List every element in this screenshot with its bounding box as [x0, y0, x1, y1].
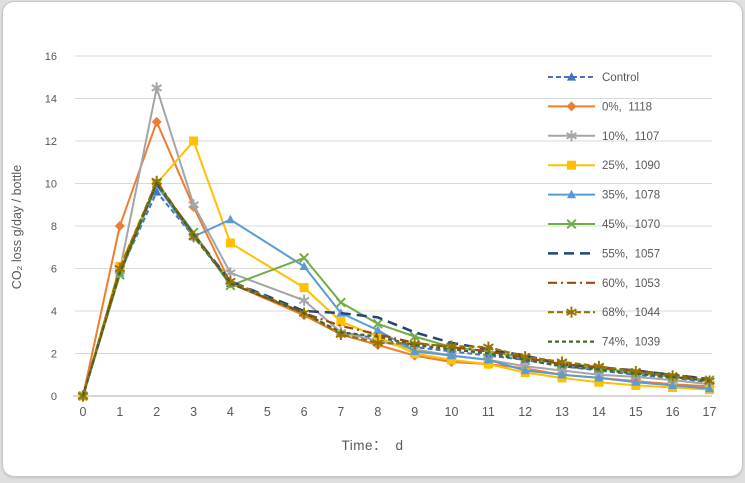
x-tick-label: 17: [703, 405, 717, 419]
marker-triangle: [373, 325, 383, 334]
x-tick-label: 12: [518, 405, 532, 419]
y-tick-label: 12: [45, 136, 57, 148]
y-tick-label: 16: [45, 51, 57, 63]
marker-asterisk: [483, 341, 494, 353]
legend-label: 45%, 1070: [602, 219, 660, 231]
y-tick-label: 14: [45, 94, 57, 106]
x-tick-label: 0: [80, 405, 87, 419]
marker-asterisk: [298, 294, 310, 306]
x-tick-label: 14: [592, 405, 606, 419]
marker-triangle: [483, 355, 493, 364]
y-tick-label: 2: [51, 349, 57, 361]
x-tick-label: 3: [190, 405, 197, 419]
legend-item-pct25[interactable]: 25%, 1090: [548, 160, 660, 172]
x-tick-label: 16: [666, 405, 680, 419]
x-tick-label: 8: [374, 405, 381, 419]
x-tick-label: 15: [629, 405, 643, 419]
legend-label: 55%, 1057: [602, 248, 660, 260]
y-tick-label: 0: [51, 391, 57, 403]
legend-label: 74%, 1039: [602, 337, 660, 349]
marker-triangle: [566, 72, 577, 81]
marker-triangle: [225, 214, 235, 224]
legend-item-pct60[interactable]: 60%, 1053: [548, 278, 660, 290]
x-axis-title: Time： d: [341, 438, 404, 453]
marker-square: [189, 136, 199, 146]
legend-item-pct55[interactable]: 55%, 1057: [548, 248, 660, 260]
marker-square: [594, 377, 604, 387]
marker-triangle: [520, 365, 530, 375]
legend-label: Control: [602, 72, 639, 84]
marker-asterisk: [188, 199, 199, 211]
marker-triangle: [299, 261, 309, 270]
marker-x: [335, 297, 346, 308]
legend-label: 25%, 1090: [602, 160, 660, 172]
marker-asterisk: [335, 328, 347, 340]
chart-plot-area: 0 2 4 6 8 10 12 14 16 0 1 2 3 4 5 6 7 8 9 10 11 12 13 14 15 16 17 C…: [3, 2, 742, 476]
x-tick-label: 13: [555, 405, 569, 419]
marker-asterisk: [151, 82, 163, 94]
marker-triangle: [557, 370, 567, 379]
marker-triangle: [704, 383, 715, 393]
x-tick-label: 4: [227, 405, 234, 419]
legend-label: 0%, 1118: [602, 101, 652, 113]
legend-item-pct45[interactable]: 45%, 1070: [548, 218, 660, 231]
marker-triangle: [668, 380, 678, 389]
marker-square: [567, 160, 576, 170]
x-tick-label: 1: [116, 405, 123, 419]
x-tick-label: 5: [264, 405, 271, 419]
marker-square: [336, 317, 346, 327]
marker-x: [372, 318, 383, 329]
marker-asterisk: [372, 337, 384, 349]
y-tick-label: 6: [51, 264, 57, 276]
legend-item-pct74[interactable]: 74%, 1039: [548, 337, 660, 349]
x-tick-label: 6: [301, 405, 308, 419]
marker-square: [299, 283, 309, 293]
legend-item-control[interactable]: Control: [548, 72, 639, 84]
legend-label: 68%, 1044: [602, 307, 661, 319]
legend-item-pct68[interactable]: 68%, 1044: [548, 306, 661, 320]
marker-asterisk: [188, 231, 199, 243]
legend-item-pct10[interactable]: 10%, 1107: [548, 130, 659, 143]
x-tick-label: 7: [337, 405, 344, 419]
legend-label: 10%, 1107: [602, 131, 659, 143]
marker-square: [225, 238, 235, 248]
marker-triangle: [594, 373, 604, 382]
legend-label: 35%, 1078: [602, 190, 660, 202]
y-axis-title: CO₂ loss g/day / bottle: [10, 164, 24, 290]
legend-label: 60%, 1053: [602, 278, 660, 290]
x-tick-label: 11: [482, 405, 495, 419]
marker-x: [299, 252, 310, 263]
marker-square: [447, 355, 456, 365]
series-line-pct74[interactable]: [81, 181, 710, 397]
marker-square: [483, 359, 493, 369]
marker-triangle: [446, 350, 457, 360]
marker-diamond: [114, 221, 125, 231]
marker-asterisk: [566, 306, 577, 318]
marker-diamond: [566, 101, 577, 112]
marker-x: [566, 218, 577, 230]
marker-diamond: [151, 116, 162, 127]
marker-asterisk: [566, 130, 577, 142]
x-tick-label: 10: [445, 405, 459, 419]
marker-triangle: [410, 346, 420, 355]
marker-triangle: [631, 377, 641, 386]
y-tick-label: 10: [45, 179, 57, 191]
legend-item-pct35[interactable]: 35%, 1078: [548, 190, 660, 202]
x-tick-label: 9: [411, 405, 418, 419]
legend-item-pct0[interactable]: 0%, 1118: [548, 101, 652, 113]
marker-triangle: [566, 189, 577, 199]
y-tick-label: 8: [51, 221, 57, 233]
y-tick-label: 4: [51, 306, 57, 318]
x-tick-label: 2: [153, 405, 160, 419]
